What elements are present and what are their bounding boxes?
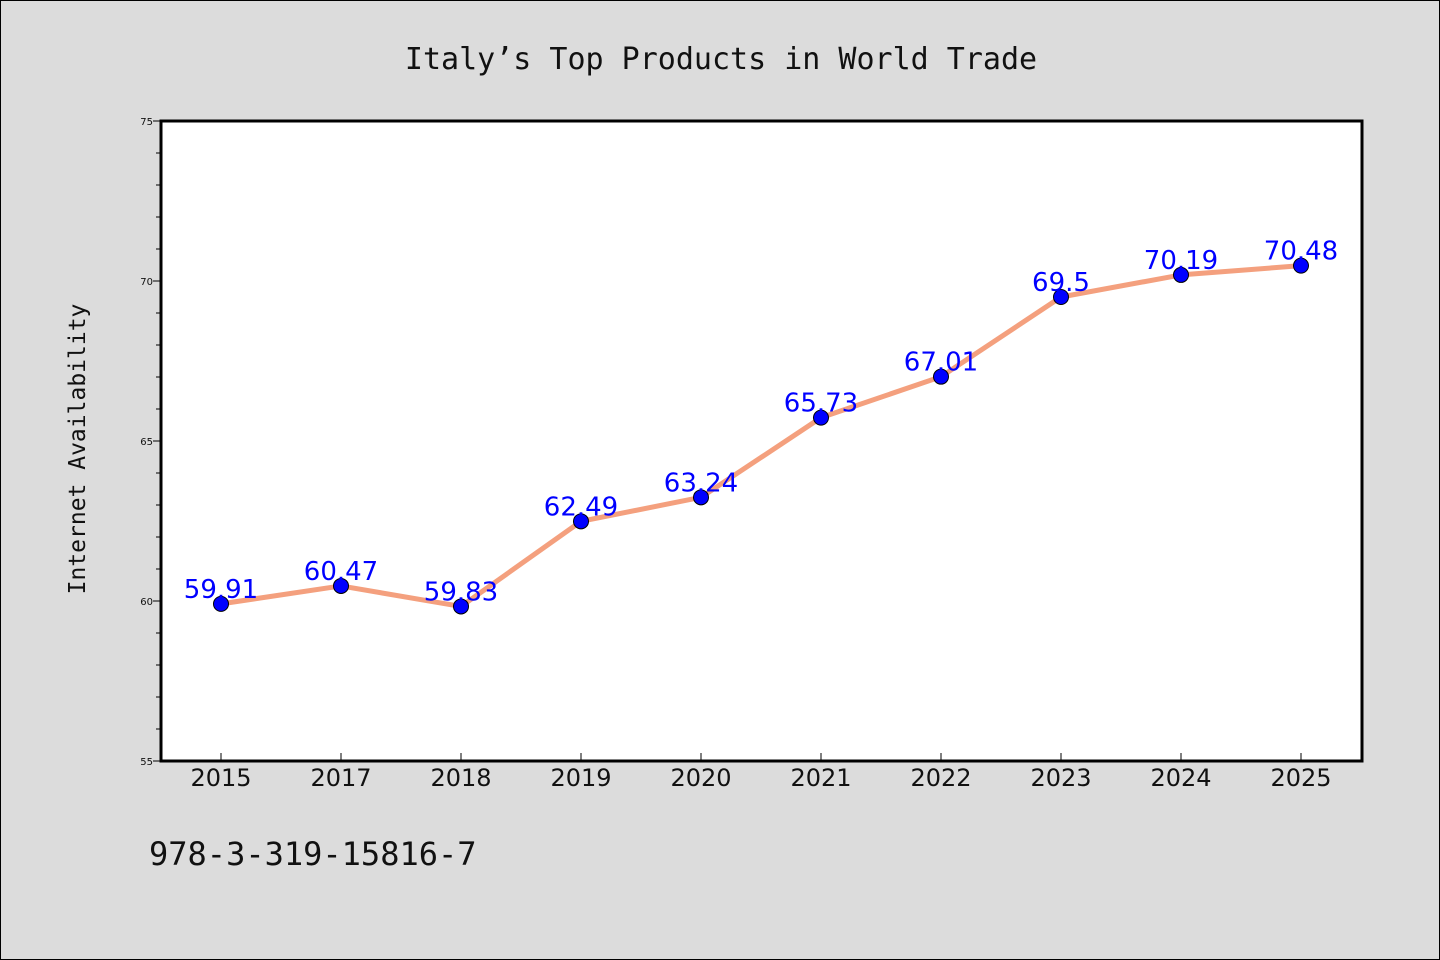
- plot-area: [159, 119, 1364, 763]
- data-point: [1053, 289, 1069, 305]
- isbn-text: 978-3-319-15816-7: [149, 835, 477, 873]
- data-point: [333, 577, 349, 594]
- y-tick-label: 70: [140, 277, 153, 288]
- x-tick-label: 2019: [550, 764, 611, 792]
- data-label: 59.91: [184, 575, 258, 605]
- data-point: [933, 368, 949, 385]
- data-label: 65.73: [784, 389, 858, 419]
- series-line: [218, 263, 1304, 609]
- data-point: [1293, 257, 1309, 274]
- data-label: 67.01: [904, 348, 978, 378]
- data-point: [813, 409, 829, 426]
- data-point: [573, 513, 589, 530]
- y-tick-label: 65: [140, 437, 153, 448]
- x-axis: 2015 2017 2018 2019 2020 2021 2022 2023 2024 2025: [190, 753, 1332, 792]
- data-label: 59.83: [424, 577, 498, 607]
- x-tick-label: 2020: [670, 764, 731, 792]
- data-label: 69.5: [1032, 268, 1090, 298]
- y-tick-label: 75: [140, 117, 153, 128]
- x-tick-label: 2015: [190, 764, 251, 792]
- y-axis: 55 60 65 70 75: [140, 117, 161, 768]
- data-point: [453, 598, 469, 615]
- data-point: [693, 489, 709, 506]
- x-tick-label: 2018: [430, 764, 491, 792]
- data-label: 70.19: [1144, 246, 1218, 276]
- y-tick-label: 60: [140, 597, 153, 608]
- data-label: 70.48: [1264, 237, 1338, 267]
- x-tick-label: 2021: [790, 764, 851, 792]
- x-tick-label: 2025: [1270, 764, 1331, 792]
- x-tick-label: 2024: [1150, 764, 1211, 792]
- x-tick-label: 2017: [310, 764, 371, 792]
- data-point: [1173, 266, 1189, 283]
- y-axis-label: Internet Availability: [65, 304, 91, 595]
- series-layer: 59.91 60.47 59.83 62.49 63.24 65.73 67.01 69.5 7…: [184, 237, 1338, 615]
- data-label: 63.24: [664, 468, 738, 498]
- data-label: 62.49: [544, 492, 618, 522]
- x-tick-label: 2022: [910, 764, 971, 792]
- data-label: 60.47: [304, 557, 378, 587]
- chart-title: Italy’s Top Products in World Trade: [405, 42, 1037, 77]
- data-point: [213, 595, 229, 612]
- x-tick-label: 2023: [1030, 764, 1091, 792]
- y-tick-label: 55: [140, 757, 153, 768]
